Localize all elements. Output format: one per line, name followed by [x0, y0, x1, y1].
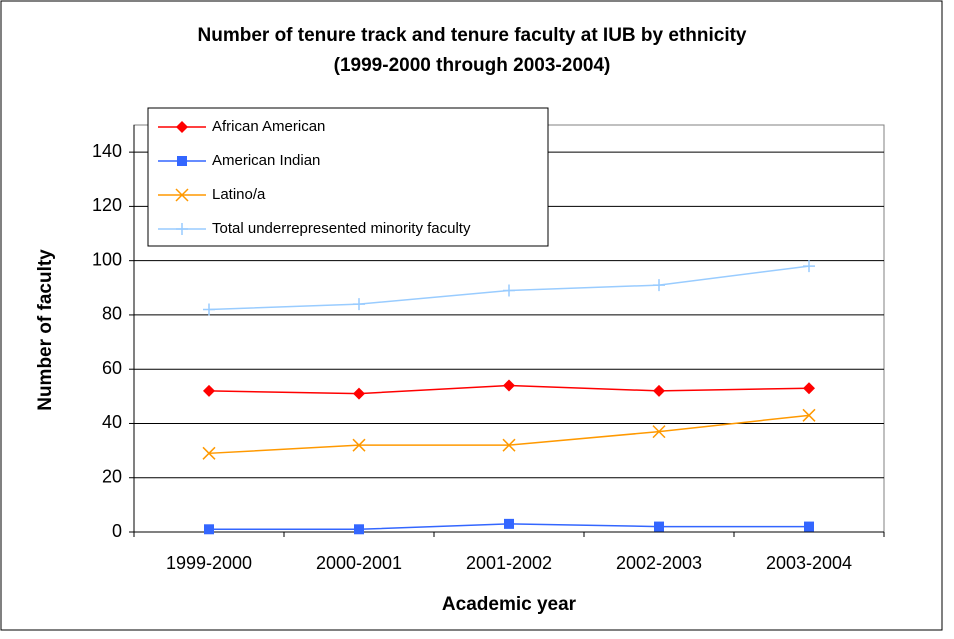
legend-label: African American	[212, 118, 325, 135]
data-point	[653, 384, 665, 397]
legend-label: American Indian	[212, 152, 320, 169]
y-tick-label: 60	[102, 358, 122, 378]
data-point	[654, 521, 664, 532]
legend-label: Latino/a	[212, 186, 266, 203]
data-point	[804, 521, 814, 532]
data-point	[203, 303, 215, 316]
data-point	[354, 524, 364, 535]
chart-subtitle: (1999-2000 through 2003-2004)	[334, 55, 611, 76]
data-point	[202, 446, 216, 460]
y-tick-label: 0	[112, 521, 122, 541]
x-tick-label: 2003-2004	[766, 553, 852, 573]
legend-box	[147, 107, 549, 247]
x-tick-label: 2002-2003	[616, 553, 702, 573]
legend-marker	[176, 223, 188, 235]
data-point	[204, 524, 214, 535]
y-tick-label: 80	[102, 304, 122, 324]
data-point	[502, 438, 516, 452]
y-tick-label: 20	[102, 466, 122, 486]
data-point	[652, 425, 666, 439]
legend-marker	[176, 121, 188, 133]
x-axis-title: Academic year	[442, 594, 577, 615]
y-tick-label: 140	[92, 141, 122, 161]
y-tick-label: 120	[92, 195, 122, 215]
x-tick-label: 2000-2001	[316, 553, 402, 573]
chart-title: Number of tenure track and tenure facult…	[198, 25, 747, 46]
data-point	[352, 438, 366, 452]
data-point	[503, 284, 515, 297]
chart-border	[0, 0, 943, 631]
x-tick-label: 2001-2002	[466, 553, 552, 573]
y-tick-label: 40	[102, 412, 122, 432]
data-point	[203, 384, 215, 397]
data-point	[353, 298, 365, 311]
data-point	[504, 518, 514, 529]
y-axis-title: Number of faculty	[35, 249, 56, 411]
legend-label: Total underrepresented minority faculty	[212, 220, 471, 237]
data-point	[653, 279, 665, 292]
y-tick-label: 100	[92, 249, 122, 269]
data-point	[503, 379, 515, 392]
data-point	[803, 260, 815, 273]
data-point	[803, 382, 815, 395]
legend-marker	[177, 156, 187, 166]
x-tick-label: 1999-2000	[166, 553, 252, 573]
data-point	[802, 408, 816, 422]
legend-marker	[175, 188, 189, 202]
data-point	[353, 387, 365, 400]
